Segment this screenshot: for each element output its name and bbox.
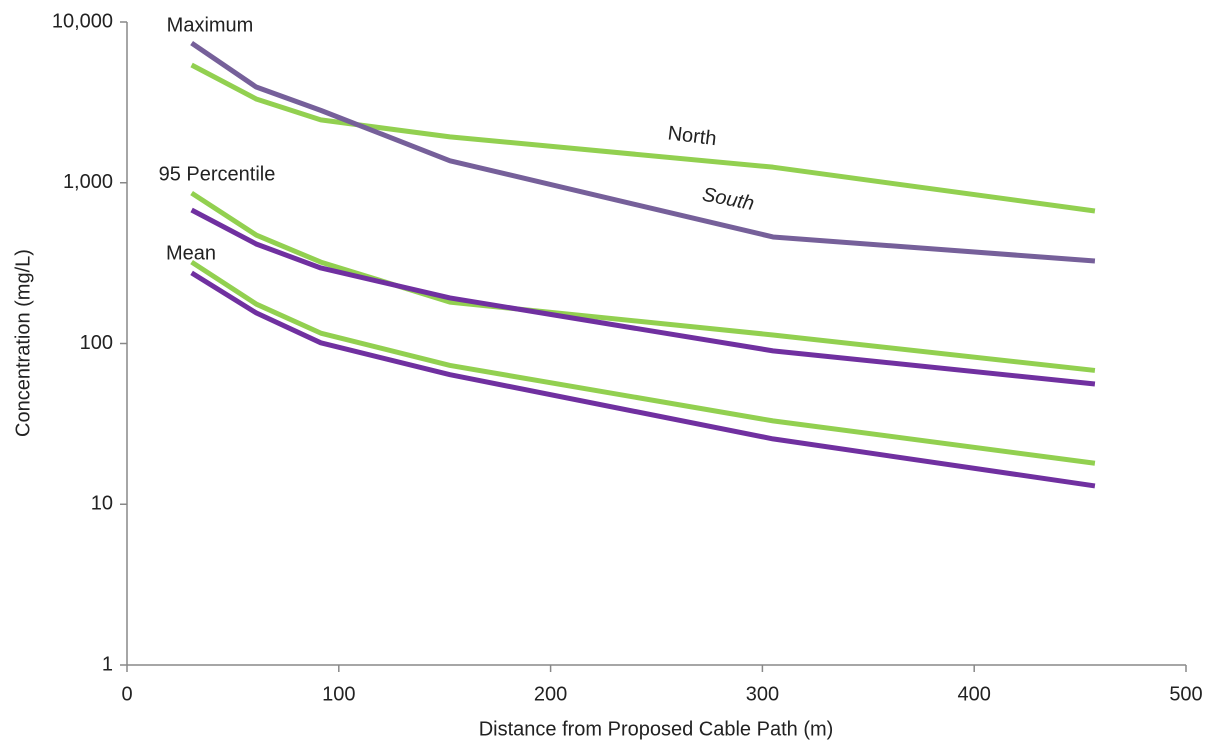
y-tick-label: 100 <box>80 332 113 354</box>
y-tick-label: 1 <box>102 653 113 675</box>
y-tick-label: 10 <box>91 493 113 515</box>
x-tick-label: 100 <box>322 683 355 705</box>
annotation: 95 Percentile <box>159 163 276 185</box>
series-label: North <box>666 122 717 150</box>
series-line <box>190 259 1096 466</box>
x-tick-label: 300 <box>746 683 779 705</box>
series-line <box>190 270 1096 489</box>
y-axis-label: Concentration (mg/L) <box>12 249 34 437</box>
annotation: Mean <box>166 242 216 264</box>
series-label: South <box>700 184 756 216</box>
annotation: Maximum <box>167 14 254 36</box>
x-tick-label: 0 <box>121 683 132 705</box>
x-tick-label: 500 <box>1169 683 1202 705</box>
y-tick-label: 1,000 <box>63 171 113 193</box>
series-line <box>190 40 1096 264</box>
series-line <box>190 62 1096 214</box>
x-tick-label: 400 <box>958 683 991 705</box>
y-tick-label: 10,000 <box>52 10 113 32</box>
x-axis-label: Distance from Proposed Cable Path (m) <box>479 718 834 740</box>
x-tick-label: 200 <box>534 683 567 705</box>
series-line <box>190 207 1096 387</box>
